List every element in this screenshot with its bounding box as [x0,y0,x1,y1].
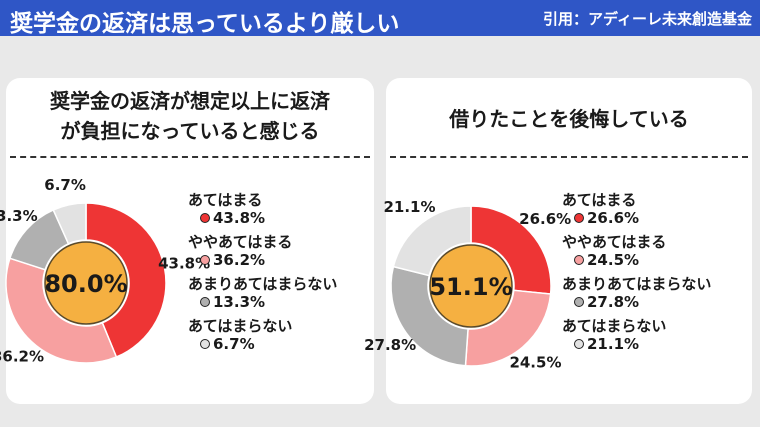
legend-value: 6.7% [213,335,255,353]
legend-dot-icon [200,339,210,349]
source-citation: 引用：アディーレ未来創造基金 [543,10,752,28]
legend-value: 26.6% [587,209,640,227]
donut-chart: 43.8% 36.2% 13.3% 6.7% 80.0% [0,176,210,365]
legend-category: あてはまる [188,191,263,209]
legend-value: 24.5% [587,251,640,269]
legend-category: あまりあてはまらない [188,275,338,293]
center-total-label: 51.1% [429,273,512,301]
donut-slice [390,265,469,367]
chart-title: 借りたことを後悔している [386,104,752,134]
legend-dot-icon [200,213,210,223]
slice-value-label: 24.5% [509,353,561,371]
slice-value-label: 36.2% [0,347,44,365]
legend-category: ややあてはまる [188,233,293,251]
legend-category: あてはまる [562,191,637,209]
donut-slice [52,202,87,245]
donut-slice [85,202,167,358]
dashed-divider [390,156,748,158]
dashed-divider [10,156,370,158]
chart-title-line-2: が負担になっていると感じる [60,119,320,143]
legend-dot-icon [574,297,584,307]
legend-value: 36.2% [213,251,266,269]
slice-value-label: 6.7% [44,176,86,194]
legend-value: 13.3% [213,293,266,311]
legend-category: あてはまらない [188,317,293,335]
chart-title-line-1: 借りたことを後悔している [449,107,689,131]
slice-value-label: 27.8% [364,336,416,354]
legend-dot-icon [574,339,584,349]
donut-chart: 26.6% 24.5% 27.8% 21.1% 51.1% [364,198,571,371]
legend-dot-icon [574,255,584,265]
legend-value: 27.8% [587,293,640,311]
chart-card-burden: 奨学金の返済が想定以上に返済 が負担になっていると感じる 43.8%36.2%1… [0,78,374,404]
slice-value-label: 43.8% [158,255,210,273]
donut-slice [5,257,118,364]
slice-value-label: 21.1% [383,198,435,216]
center-total-label: 80.0% [44,270,127,298]
legend-dot-icon [200,255,210,265]
chart-card-regret: 借りたことを後悔している 26.6% 24.5% 27.8% 21.1% 51.1% あ… [364,78,752,404]
chart-title-line-1: 奨学金の返済が想定以上に返済 [50,89,330,113]
page-title: 奨学金の返済は思っているより厳しい [10,11,400,37]
center-circle [429,244,513,328]
chart-title: 奨学金の返済が想定以上に返済 が負担になっていると感じる [6,86,374,146]
legend-value: 21.1% [587,335,640,353]
header-banner: 奨学金の返済は思っているより厳しい 引用：アディーレ未来創造基金 [0,0,760,37]
center-circle [44,241,128,325]
slice-value-label: 13.3% [0,207,38,225]
legend-dot-icon [574,213,584,223]
donut-slice [392,205,472,277]
legend-dot-icon [200,297,210,307]
legend-category: あまりあてはまらない [562,275,712,293]
legend-category: ややあてはまる [562,233,667,251]
legend-value: 43.8% [213,209,266,227]
legend-category: あてはまらない [562,317,667,335]
slice-value-label: 26.6% [519,210,571,228]
